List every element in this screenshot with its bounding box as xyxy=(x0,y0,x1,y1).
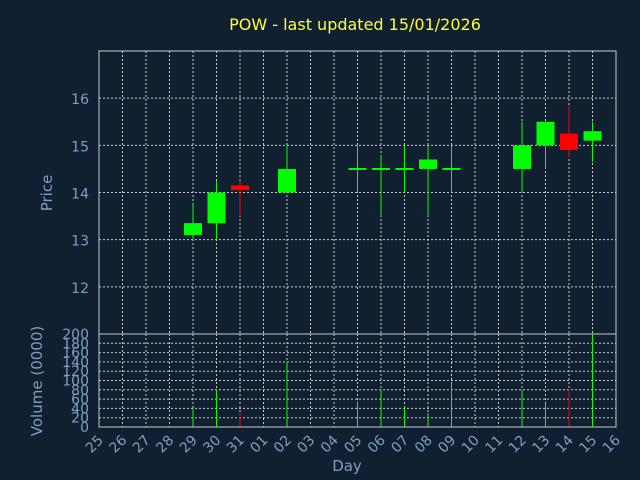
x-tick-label: 31 xyxy=(224,433,248,457)
candle-body xyxy=(184,223,202,235)
volume-tick-label: 200 xyxy=(62,327,89,343)
candle-body xyxy=(278,168,296,193)
volume-axis-label: Volume (0000) xyxy=(28,326,46,436)
volume-tick-label: 20 xyxy=(71,411,89,427)
candle-body xyxy=(560,133,578,151)
x-tick-label: 29 xyxy=(177,433,201,457)
candle-body xyxy=(372,167,390,170)
volume-tick-label: 120 xyxy=(62,364,89,380)
candle-body xyxy=(536,121,555,146)
x-tick-label: 11 xyxy=(482,433,506,457)
x-tick-label: 04 xyxy=(318,432,342,456)
x-tick-label: 26 xyxy=(106,432,130,456)
x-tick-label: 16 xyxy=(600,432,624,456)
price-tick-labels: 12 13 14 15 16 xyxy=(71,92,89,297)
volume-tick-label: 60 xyxy=(71,392,89,408)
volume-tick-label: 40 xyxy=(71,401,89,417)
price-tick-label: 15 xyxy=(71,139,89,155)
candle-body xyxy=(395,167,414,170)
candles xyxy=(184,105,602,240)
candle-body xyxy=(348,167,367,170)
price-tick-label: 14 xyxy=(71,187,89,203)
candle-body xyxy=(419,159,437,169)
candle-body xyxy=(513,145,531,169)
x-tick-label: 12 xyxy=(506,433,530,457)
x-tick-label: 09 xyxy=(435,433,459,457)
volume-bars xyxy=(192,334,593,427)
x-tick-label: 06 xyxy=(365,432,389,456)
x-tick-label: 08 xyxy=(412,433,436,457)
candle-body xyxy=(442,167,461,170)
x-tick-label: 27 xyxy=(130,433,154,457)
price-tick-label: 13 xyxy=(71,234,89,250)
volume-tick-label: 80 xyxy=(71,383,89,399)
x-tick-label: 28 xyxy=(153,433,177,457)
price-tick-label: 12 xyxy=(71,281,89,297)
volume-tick-label: 140 xyxy=(62,355,89,371)
x-tick-label: 14 xyxy=(553,432,577,456)
y-axis-label: Price xyxy=(38,175,56,212)
chart-title: POW - last updated 15/01/2026 xyxy=(229,15,481,34)
x-tick-label: 03 xyxy=(294,433,318,457)
volume-tick-label: 0 xyxy=(80,420,89,436)
volume-tick-label: 100 xyxy=(62,374,89,390)
x-tick-label: 02 xyxy=(271,433,295,457)
volume-tick-label: 180 xyxy=(62,336,89,352)
x-tick-labels: 25 26 27 28 29 30 31 01 02 03 04 05 06 07 08 09 10 11 12 13… xyxy=(83,432,624,456)
x-tick-label: 30 xyxy=(200,433,224,457)
candle-body xyxy=(231,185,249,191)
x-tick-label: 10 xyxy=(459,433,483,457)
x-tick-label: 01 xyxy=(247,433,271,457)
candle-body xyxy=(207,192,226,224)
x-tick-label: 15 xyxy=(576,433,600,457)
volume-tick-label: 160 xyxy=(62,346,89,362)
x-axis-label: Day xyxy=(332,457,362,475)
x-tick-label: 05 xyxy=(341,433,365,457)
x-tick-label: 07 xyxy=(388,433,412,457)
candle-body xyxy=(583,131,602,141)
x-tick-label: 13 xyxy=(529,433,553,457)
volume-panel-frame xyxy=(98,333,617,428)
x-tick-label: 25 xyxy=(83,433,107,457)
price-tick-label: 16 xyxy=(71,92,89,108)
